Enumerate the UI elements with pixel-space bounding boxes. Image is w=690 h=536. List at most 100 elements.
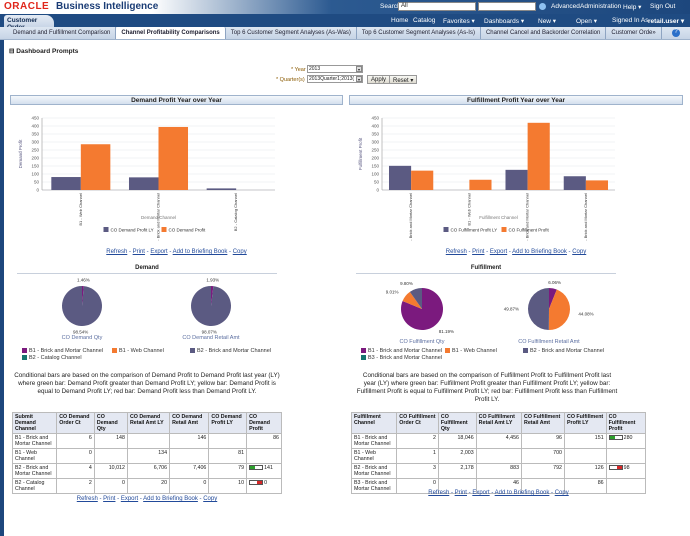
tab-top6-as-is[interactable]: Top 6 Customer Segment Analyses (As-Is)	[357, 27, 481, 39]
advanced-link[interactable]: Advanced	[551, 3, 580, 10]
cell-value: 98	[623, 465, 630, 471]
y-tick-label: 250	[31, 148, 39, 153]
y-tick-label: 400	[371, 124, 379, 129]
print-link[interactable]: Print	[454, 490, 467, 496]
refresh-link[interactable]: Refresh	[106, 249, 128, 255]
table-row: B1 - Web Channel 1 2,003 700	[350, 448, 647, 464]
pie-slice	[402, 291, 422, 309]
fulfillment-conditional-note: Conditional bars are based on the compar…	[356, 372, 618, 403]
briefing-book-link[interactable]: Add to Briefing Book	[143, 496, 198, 502]
administration-link[interactable]: Administration	[580, 3, 622, 10]
channel-cell: B2 - Catalog Channel	[11, 478, 58, 494]
search-go-icon[interactable]	[539, 3, 546, 10]
export-link[interactable]: Export	[472, 490, 490, 496]
channel-cell: B3 - Brick and Mortar Channel	[350, 478, 398, 494]
dashboard-tab-customer-order[interactable]: Customer Order	[4, 15, 54, 31]
channel-cell: B1 - Web Channel	[11, 448, 58, 464]
column-header[interactable]: CO Fulfillment Retail Amt	[521, 412, 565, 434]
year-select[interactable]: 2013	[307, 65, 363, 73]
table-cell: 0	[169, 478, 210, 494]
profit-cell: 98	[605, 463, 647, 479]
search-scope-select[interactable]: All	[398, 2, 476, 11]
sign-out-link[interactable]: Sign Out	[650, 3, 676, 10]
y-tick-label: 100	[371, 172, 379, 177]
table-cell: 79	[208, 463, 248, 479]
table-row: B3 - Brick and Mortar Channel 0 46 86	[350, 478, 647, 494]
quarter-select[interactable]: 2013Quarter1;2013(	[307, 75, 363, 83]
export-link[interactable]: Export	[120, 496, 139, 502]
copy-link[interactable]: Copy	[554, 490, 569, 496]
pie-slice-label: 98.07%	[202, 329, 217, 334]
column-header[interactable]: CO Demand Order Ct	[56, 412, 95, 434]
pie-slice	[82, 286, 84, 306]
column-header[interactable]: CO Fulfillment Retail Amt LY	[475, 412, 523, 434]
table-cell: 18,046	[437, 433, 477, 449]
favorites-menu[interactable]: Favorites ▾	[443, 18, 475, 25]
reset-button[interactable]: Reset ▾	[389, 75, 418, 84]
copy-link[interactable]: Copy	[572, 249, 587, 255]
catalog-link[interactable]: Catalog	[413, 17, 436, 24]
bar-current	[80, 144, 111, 190]
column-header[interactable]: Fulfillment Channel	[350, 412, 398, 434]
pie-slice	[211, 286, 214, 306]
refresh-link[interactable]: Refresh	[76, 496, 98, 502]
column-header[interactable]: CO Demand Profit	[246, 412, 282, 434]
refresh-link[interactable]: Refresh	[445, 249, 467, 255]
legend-item: B1 - Web Channel	[119, 348, 164, 354]
column-header[interactable]: CO Demand Qty	[93, 412, 128, 434]
refresh-link[interactable]: Refresh	[428, 490, 450, 496]
column-header[interactable]: CO Fulfillment Order Ct	[396, 412, 439, 434]
column-header[interactable]: CO Fulfillment Qty	[437, 412, 477, 434]
new-menu[interactable]: New ▾	[538, 18, 557, 25]
copy-link[interactable]: Copy	[203, 496, 218, 502]
column-header[interactable]: CO Demand Retail Amt	[169, 412, 210, 434]
tab-top6-as-was[interactable]: Top 6 Customer Segment Analyses (As-Was)	[226, 27, 357, 39]
pie-slice	[62, 286, 102, 326]
tab-cancel-backorder[interactable]: Channel Cancel and Backorder Correlation	[481, 27, 607, 39]
year-dropdown-icon[interactable]: ▾	[356, 66, 362, 72]
print-link[interactable]: Print	[472, 249, 485, 255]
home-link[interactable]: Home	[391, 17, 409, 24]
table-cell: 2,178	[437, 463, 477, 479]
column-header[interactable]: CO Fulfillment Profit	[605, 412, 647, 434]
print-link[interactable]: Print	[132, 249, 145, 255]
briefing-book-link[interactable]: Add to Briefing Book	[172, 249, 228, 255]
tab-customer-order-more[interactable]: Customer Orde»	[606, 27, 662, 39]
column-header[interactable]: CO Fulfillment Profit LY	[564, 412, 607, 434]
pie-slice	[400, 288, 443, 330]
help-icon[interactable]: ?	[672, 29, 680, 37]
bar-ly	[51, 177, 81, 190]
help-menu[interactable]: Help ▾	[623, 4, 642, 11]
column-header[interactable]: CO Demand Retail Amt LY	[126, 412, 171, 434]
dashboards-menu[interactable]: Dashboards ▾	[484, 18, 525, 25]
open-menu[interactable]: Open ▾	[576, 18, 597, 25]
pie-slice-label: 81.19%	[439, 329, 454, 334]
y-tick-label: 350	[371, 132, 379, 137]
oracle-logo: ORACLE	[4, 1, 50, 12]
column-header[interactable]: CO Demand Profit LY	[208, 412, 248, 434]
tab-channel-profitability[interactable]: Channel Profitability Comparisons	[116, 27, 226, 39]
pie-title: CO Demand Retail Amt	[182, 335, 240, 341]
fulfillment-section-header: Fulfillment Profit Year over Year	[349, 95, 683, 105]
tab-demand-fulfillment[interactable]: Demand and Fulfillment Comparison	[8, 27, 117, 39]
column-header[interactable]: Submit Demand Channel	[11, 412, 58, 434]
apply-button[interactable]: Apply	[367, 75, 391, 84]
pie-slice	[528, 288, 549, 330]
quarter-dropdown-icon[interactable]: ▾	[356, 76, 362, 82]
bar-ly	[388, 165, 412, 190]
dashboard-prompts-toggle[interactable]: ⊟ Dashboard Prompts	[9, 48, 79, 55]
briefing-book-link[interactable]: Add to Briefing Book	[494, 490, 550, 496]
profit-cell: 0	[246, 478, 282, 494]
profit-cell: 280	[605, 433, 647, 449]
fulfillment-chart-links: Refresh - Print - Export - Add to Briefi…	[445, 249, 587, 255]
briefing-book-link[interactable]: Add to Briefing Book	[512, 249, 567, 255]
export-link[interactable]: Export	[150, 249, 168, 255]
table-cell	[475, 448, 523, 464]
export-link[interactable]: Export	[489, 249, 508, 255]
y-axis-title: Demand Profit	[18, 139, 23, 169]
search-input[interactable]	[478, 2, 536, 11]
user-menu[interactable]: retail.user ▾	[648, 18, 685, 25]
x-tick-label: B2 - Brick and Mortar Channel	[525, 193, 530, 241]
print-link[interactable]: Print	[103, 496, 116, 502]
copy-link[interactable]: Copy	[232, 249, 247, 255]
